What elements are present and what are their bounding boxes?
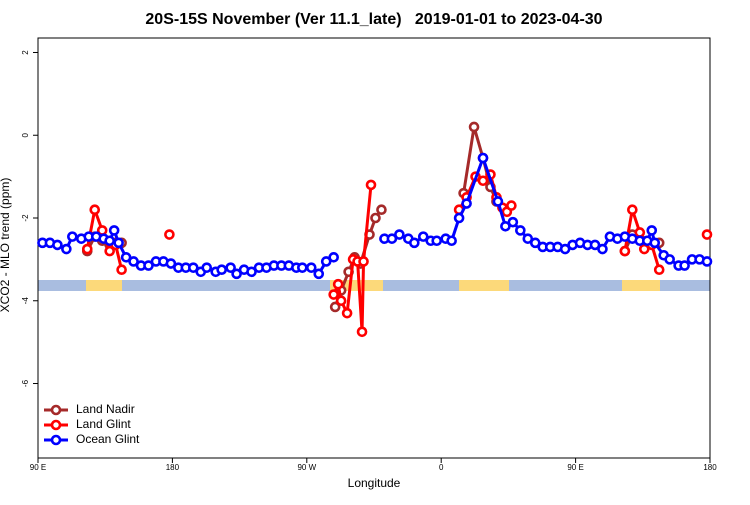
y-tick-label: -4 — [21, 297, 30, 305]
data-point — [356, 326, 368, 338]
data-point — [492, 196, 504, 207]
land-band — [86, 280, 122, 291]
data-point — [335, 295, 347, 307]
data-point — [165, 258, 177, 269]
data-point — [376, 204, 387, 216]
land-band — [459, 280, 509, 291]
data-point — [515, 225, 526, 236]
data-point — [365, 179, 377, 191]
legend-marker — [50, 404, 62, 416]
data-point — [104, 235, 115, 247]
x-tick-label: 180 — [703, 463, 717, 472]
x-tick-label: 90 W — [297, 463, 316, 472]
data-point — [649, 237, 661, 249]
data-point — [328, 252, 339, 263]
data-point — [417, 231, 429, 242]
data-point — [305, 262, 317, 273]
data-point — [500, 220, 511, 232]
data-point — [329, 301, 341, 313]
data-point — [394, 229, 405, 240]
data-point — [386, 233, 398, 244]
x-tick-label: 90 E — [567, 463, 583, 472]
data-point — [409, 237, 420, 249]
data-point — [522, 233, 534, 244]
data-point — [313, 268, 325, 280]
data-point — [297, 262, 308, 273]
data-point — [589, 239, 601, 251]
data-point — [104, 245, 115, 257]
data-point — [188, 262, 199, 273]
land-band — [330, 280, 383, 291]
data-point — [529, 237, 541, 249]
data-point — [52, 239, 63, 251]
y-tick-label: 0 — [21, 132, 30, 137]
data-point — [477, 152, 489, 164]
data-point — [634, 227, 646, 238]
data-point — [653, 264, 665, 276]
data-point — [332, 278, 344, 290]
data-point — [120, 252, 132, 263]
data-point — [225, 262, 236, 273]
data-point — [81, 243, 93, 255]
x-axis-label: Longitude — [348, 476, 401, 490]
data-point — [619, 245, 631, 257]
data-point — [246, 266, 257, 278]
data-point — [701, 256, 713, 267]
data-point — [597, 243, 608, 255]
data-point — [446, 235, 457, 247]
data-point — [431, 235, 443, 247]
data-point — [164, 229, 175, 240]
x-tick-label: 90 E — [30, 463, 46, 472]
data-point — [320, 256, 332, 267]
y-tick-label: 2 — [21, 50, 30, 55]
data-point — [468, 121, 480, 133]
data-point — [358, 256, 369, 267]
y-tick-label: -6 — [21, 379, 30, 387]
data-point — [627, 204, 638, 216]
y-axis-label: XCO2 - MLO trend (ppm) — [0, 178, 12, 313]
data-point — [328, 289, 339, 300]
x-tick-label: 180 — [166, 463, 180, 472]
data-point — [231, 268, 242, 280]
data-point — [507, 216, 519, 228]
land-band — [622, 280, 660, 291]
data-point — [559, 243, 571, 255]
x-tick-label: 0 — [439, 463, 444, 472]
data-point — [477, 175, 489, 187]
chart-title: 20S-15S November (Ver 11.1_late) 2019-01… — [145, 11, 602, 28]
data-point — [108, 225, 120, 236]
legend-label: Land Nadir — [76, 402, 135, 416]
legend-label: Land Glint — [76, 417, 131, 431]
data-point — [664, 254, 675, 265]
data-point — [341, 307, 353, 319]
y-tick-label: -2 — [21, 214, 30, 222]
data-point — [453, 212, 465, 224]
data-point — [128, 256, 139, 267]
data-point — [370, 212, 381, 224]
legend-marker — [50, 419, 62, 431]
data-point — [61, 243, 72, 255]
data-point — [201, 262, 213, 273]
legend-marker — [50, 434, 62, 446]
plot-frame — [37, 37, 711, 459]
data-point — [67, 231, 78, 242]
data-point — [216, 264, 227, 276]
surface-mask — [38, 280, 710, 291]
data-point — [679, 260, 690, 271]
data-point — [701, 229, 713, 240]
data-point — [113, 237, 124, 249]
data-point — [646, 225, 658, 236]
legend-label: Ocean Glint — [76, 432, 140, 446]
data-point — [461, 198, 472, 209]
data-point — [89, 204, 101, 216]
data-point — [143, 260, 154, 271]
data-point — [506, 200, 517, 211]
data-point — [116, 264, 127, 276]
